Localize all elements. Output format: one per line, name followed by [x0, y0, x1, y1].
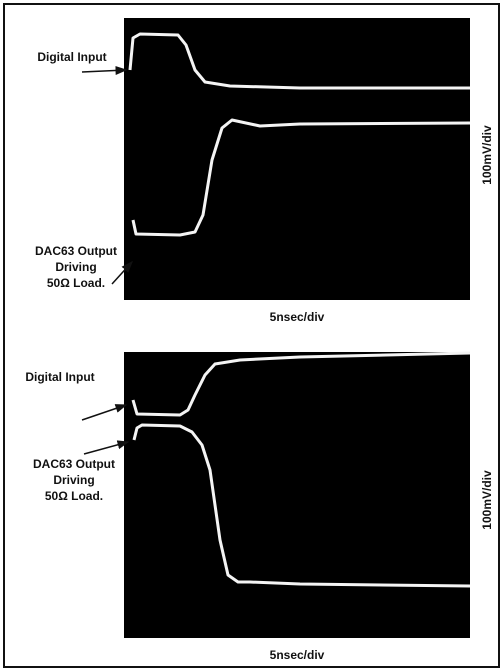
figure: Digital Input DAC63 Output Driving 50Ω L…: [0, 0, 504, 672]
output-label: DAC63 Output: [35, 244, 117, 258]
scope-screen: [124, 18, 470, 300]
x-scale: 5nsec/div: [270, 648, 325, 662]
y-scale: 100mV/div: [480, 125, 494, 185]
output-label: Driving: [53, 473, 94, 487]
scope-screen: [124, 352, 470, 638]
input-label: Digital Input: [25, 370, 94, 384]
x-scale: 5nsec/div: [270, 310, 325, 324]
arrow: [82, 70, 126, 72]
output-label: 50Ω Load.: [47, 276, 105, 290]
input-label: Digital Input: [37, 50, 106, 64]
output-label: 50Ω Load.: [45, 489, 103, 503]
output-label: Driving: [55, 260, 96, 274]
arrow: [82, 405, 126, 420]
y-scale: 100mV/div: [480, 470, 494, 530]
output-label: DAC63 Output: [33, 457, 115, 471]
arrow: [84, 442, 128, 454]
